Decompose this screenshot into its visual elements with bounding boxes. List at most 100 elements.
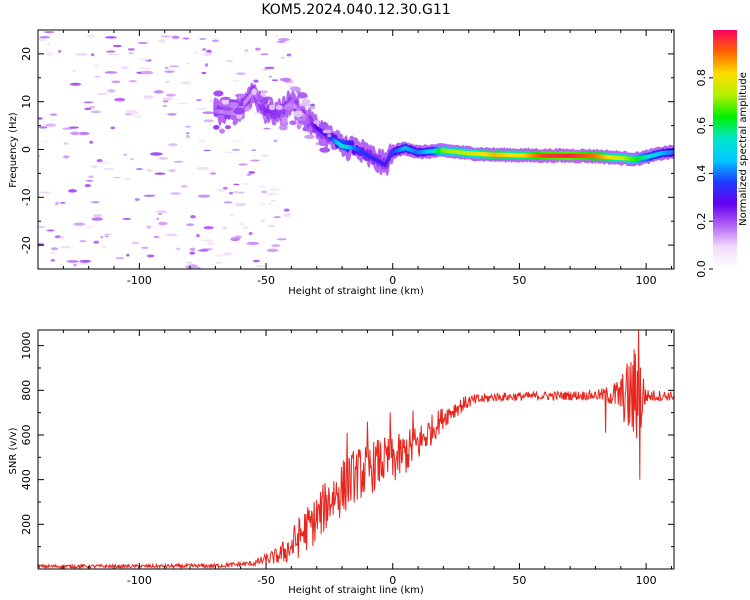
- noise-speckle: [100, 236, 104, 239]
- noise-speckle: [46, 229, 55, 232]
- noise-speckle: [43, 49, 50, 51]
- noise-speckle: [75, 52, 88, 56]
- noise-speckle: [164, 67, 169, 69]
- noise-speckle: [59, 245, 72, 249]
- spectrogram-y-tick-label: 20: [20, 47, 33, 61]
- noise-speckle: [50, 247, 59, 251]
- noise-speckle: [203, 226, 214, 230]
- noise-speckle: [169, 65, 180, 68]
- noise-speckle: [120, 66, 130, 70]
- snr-x-ticks: -100 -50 0 50 100: [37, 330, 672, 587]
- noise-speckle: [210, 172, 216, 175]
- noise-speckle: [262, 68, 268, 71]
- ridge-scatter: [289, 120, 297, 126]
- noise-speckle: [89, 140, 93, 144]
- ridge-scatter: [299, 103, 312, 107]
- noise-speckle: [128, 80, 138, 83]
- ridge-scatter: [224, 125, 231, 130]
- noise-speckle: [135, 168, 144, 170]
- snr-x-label: Height of straight line (km): [288, 585, 424, 596]
- noise-speckle: [223, 252, 233, 256]
- noise-speckle: [185, 134, 190, 139]
- noise-speckle: [271, 79, 279, 82]
- noise-speckle: [232, 80, 241, 83]
- noise-speckle: [215, 254, 228, 257]
- ridge-scatter: [218, 109, 225, 115]
- ridge-scatter: [308, 105, 316, 110]
- colorbar-gradient: [713, 30, 737, 269]
- noise-speckle: [196, 166, 210, 171]
- noise-speckle: [88, 175, 94, 179]
- snr-x-tick-label: -100: [127, 574, 152, 587]
- noise-speckle: [156, 210, 168, 214]
- noise-speckle: [150, 152, 163, 156]
- noise-speckle: [46, 42, 50, 46]
- noise-speckle: [197, 194, 211, 198]
- noise-speckle: [105, 235, 109, 238]
- noise-speckle: [238, 163, 248, 166]
- ridge-scatter: [296, 117, 306, 122]
- noise-speckle: [197, 249, 209, 252]
- noise-speckle: [162, 97, 173, 101]
- ridge-scatter: [213, 90, 224, 97]
- noise-speckle: [114, 97, 126, 102]
- noise-speckle: [239, 222, 245, 226]
- noise-speckle: [38, 117, 43, 120]
- colorbar-tick-label: 0.0: [695, 260, 708, 278]
- noise-speckle: [214, 261, 223, 264]
- noise-speckle: [112, 44, 122, 48]
- ridge-scatter: [281, 116, 288, 124]
- noise-speckle: [199, 37, 207, 41]
- spectrogram-x-tick-label: -100: [127, 274, 152, 287]
- snr-y-tick-label: 400: [20, 469, 33, 490]
- noise-speckle: [157, 39, 166, 43]
- snr-plot-area: [38, 330, 674, 569]
- spectrogram-x-label: Height of straight line (km): [288, 286, 424, 297]
- ridge-scatter: [275, 104, 283, 111]
- noise-speckle: [45, 123, 57, 127]
- ridge-scatter: [319, 147, 331, 153]
- spectrogram-y-tick-label: -20: [20, 236, 33, 254]
- noise-speckle: [229, 214, 234, 217]
- ridge-scatter: [259, 97, 269, 105]
- noise-speckle: [139, 67, 152, 70]
- noise-speckle: [189, 247, 196, 252]
- ridge-scatter: [327, 134, 332, 138]
- noise-speckle: [268, 202, 272, 206]
- noise-speckle: [103, 167, 115, 171]
- noise-speckle: [235, 72, 246, 76]
- noise-speckle: [258, 203, 266, 206]
- noise-speckle: [38, 226, 45, 228]
- noise-speckle: [195, 266, 201, 269]
- snr-x-tick-label: 50: [512, 574, 526, 587]
- ridge-scatter: [318, 121, 329, 129]
- noise-speckle: [233, 183, 240, 186]
- noise-speckle: [162, 104, 168, 107]
- noise-speckle: [44, 140, 48, 143]
- noise-speckle: [184, 82, 191, 85]
- ridge-scatter: [234, 93, 246, 98]
- ridge-scatter: [297, 92, 308, 99]
- noise-speckle: [190, 215, 196, 219]
- noise-speckle: [84, 184, 92, 188]
- noise-speckle: [242, 226, 249, 229]
- noise-speckle: [167, 113, 177, 116]
- ridge-scatter: [232, 107, 245, 115]
- noise-speckle: [191, 172, 196, 175]
- snr-y-tick-label: 200: [20, 514, 33, 535]
- noise-speckle: [230, 237, 235, 240]
- noise-speckle: [260, 218, 266, 223]
- noise-speckle: [69, 82, 82, 86]
- noise-speckle: [79, 240, 87, 243]
- noise-speckle: [105, 50, 116, 53]
- noise-speckle: [153, 90, 164, 94]
- noise-speckle: [184, 125, 191, 128]
- noise-speckle: [165, 93, 176, 97]
- noise-speckle: [164, 70, 175, 73]
- noise-speckle: [141, 70, 154, 75]
- ridge-scatter: [213, 124, 220, 130]
- spectrogram-x-tick-label: 0: [389, 274, 396, 287]
- noise-speckle: [50, 258, 56, 262]
- noise-speckle: [97, 161, 111, 165]
